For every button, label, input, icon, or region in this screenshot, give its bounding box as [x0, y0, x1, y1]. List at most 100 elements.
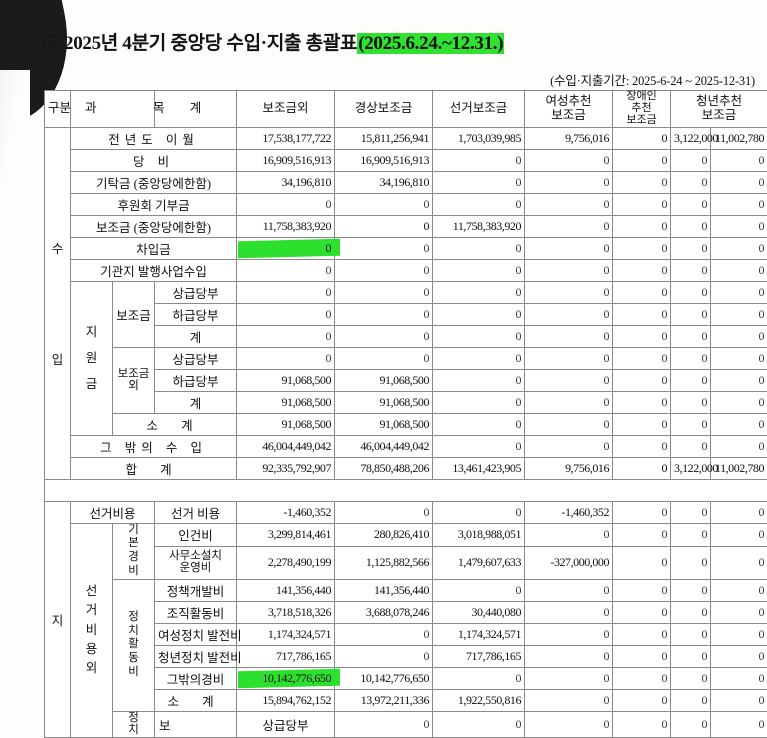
row-label: 기관지 발행사업수입 — [71, 259, 237, 281]
cell-youth-subsidy: 0 — [711, 523, 767, 546]
cell-regular-subsidy: 0 — [433, 347, 525, 369]
header-category-item: 과 목 — [71, 91, 155, 128]
cell-women-subsidy: 0 — [613, 601, 671, 623]
cell-non-subsidy: 91,068,500 — [335, 391, 433, 413]
row-label: 전년도 이월 — [71, 127, 237, 149]
header-non-subsidy: 보조금외 — [237, 91, 335, 128]
row-label-subtotal: 소 계 — [155, 689, 237, 711]
header-item: 목 — [153, 102, 165, 116]
cell-women-subsidy: 0 — [613, 237, 671, 259]
cell-total: 0 — [237, 347, 335, 369]
cell-election-subsidy: 0 — [525, 623, 613, 645]
cell-non-subsidy: 13,972,211,336 — [335, 689, 433, 711]
cell-total: 11,758,383,920 — [237, 215, 335, 237]
table-row: 보조금 (중앙당에한함) 11,758,383,920 0 11,758,383… — [45, 215, 767, 237]
cell-youth-subsidy: 0 — [711, 601, 767, 623]
cell-regular-subsidy: 0 — [433, 391, 525, 413]
row-label: 여성정치 발전비 — [155, 623, 237, 645]
cell-regular-subsidy: 1,174,324,571 — [433, 623, 525, 645]
cell-regular-subsidy: 13,461,423,905 — [433, 457, 525, 479]
cell-non-subsidy: 0 — [335, 501, 433, 523]
cell-total: 91,068,500 — [237, 391, 335, 413]
cell-election-subsidy: 0 — [525, 325, 613, 347]
cell-youth-subsidy: 0 — [711, 645, 767, 667]
cell-disabled-subsidy: 0 — [671, 645, 711, 667]
section-label-income: 수 입 — [45, 127, 71, 479]
row-label: 계 — [155, 391, 237, 413]
cell-regular-subsidy: 0 — [433, 171, 525, 193]
cell-non-subsidy: 34,196,810 — [335, 171, 433, 193]
cell-women-subsidy: 0 — [613, 457, 671, 479]
cell-election-subsidy: 0 — [613, 711, 671, 737]
cell-disabled-subsidy: 0 — [711, 711, 767, 737]
cell-women-subsidy: 0 — [613, 413, 671, 435]
cell-total: 92,335,792,907 — [237, 457, 335, 479]
cell-disabled-subsidy: 0 — [671, 667, 711, 689]
row-label: 상급당부 — [155, 281, 237, 303]
cell-regular-subsidy: 30,440,080 — [433, 601, 525, 623]
page-edge-gradient — [0, 70, 30, 190]
cell-youth-subsidy: 0 — [711, 303, 767, 325]
cell-election-subsidy: -1,460,352 — [525, 501, 613, 523]
page-title: 2025년 4분기 중앙당 수입·지출 총괄표(2025.6.24.~12.31… — [44, 28, 504, 55]
cell-regular-subsidy: 0 — [433, 149, 525, 171]
period-note: (수입·지출기간: 2025-6-24 ~ 2025-12-31) — [550, 70, 755, 89]
cell-election-subsidy: 0 — [525, 601, 613, 623]
cell-women-subsidy: 0 — [613, 281, 671, 303]
cell-youth-subsidy: 0 — [711, 501, 767, 523]
cell-regular-subsidy: 0 — [433, 303, 525, 325]
cell-youth-subsidy: 0 — [711, 215, 767, 237]
cell-youth-subsidy: 0 — [711, 237, 767, 259]
cell-regular-subsidy: 0 — [433, 579, 525, 601]
cell-women-subsidy: 0 — [613, 325, 671, 347]
cell-total: 91,068,500 — [237, 413, 335, 435]
table-row: 보조금 외 상급당부 0 0 0 0 0 0 0 — [45, 347, 767, 369]
header-youth-rec-subsidy: 청년추천 보조금 — [671, 91, 767, 128]
cell-total: 15,894,762,152 — [237, 689, 335, 711]
cell-youth-subsidy: 0 — [711, 689, 767, 711]
cell-youth-subsidy: 0 — [711, 259, 767, 281]
row-label: 기탁금 (중앙당에한함) — [71, 171, 237, 193]
cell-regular-subsidy: 0 — [433, 435, 525, 457]
cell-total: 141,356,440 — [237, 579, 335, 601]
header-election-subsidy: 선거보조금 — [433, 91, 525, 128]
row-label: 청년정치 발전비 — [155, 645, 237, 667]
cell-women-subsidy: 0 — [613, 435, 671, 457]
cell-women-subsidy: 0 — [671, 711, 711, 737]
cell-total: 0 — [237, 281, 335, 303]
cell-non-subsidy: 15,811,256,941 — [335, 127, 433, 149]
row-label: 상급당부 — [155, 347, 237, 369]
cell-women-subsidy: 0 — [613, 193, 671, 215]
cell-disabled-subsidy: 0 — [671, 523, 711, 546]
cell-total: 34,196,810 — [237, 171, 335, 193]
cell-election-subsidy: 0 — [525, 149, 613, 171]
group-label-election-cost: 선거비용 — [71, 501, 155, 523]
cell-disabled-subsidy: 0 — [671, 623, 711, 645]
cell-total: 91,068,500 — [237, 369, 335, 391]
row-label: 인건비 — [155, 523, 237, 546]
cell-election-subsidy: 0 — [525, 281, 613, 303]
cell-disabled-subsidy: 0 — [671, 237, 711, 259]
header-total: 계 — [155, 91, 237, 128]
cell-disabled-subsidy: 0 — [671, 435, 711, 457]
cell-non-subsidy: 0 — [335, 347, 433, 369]
cell-non-subsidy: 0 — [335, 259, 433, 281]
cell-non-subsidy: 78,850,488,206 — [335, 457, 433, 479]
row-label: 상급당부 — [237, 711, 335, 737]
cell-total: 3,718,518,326 — [237, 601, 335, 623]
table-row: 후원회 기부금 0 0 0 0 0 0 0 — [45, 193, 767, 215]
cell-regular-subsidy: 1,479,607,633 — [433, 546, 525, 579]
cell-women-subsidy: 0 — [613, 215, 671, 237]
cell-disabled-subsidy: 0 — [671, 369, 711, 391]
cell-women-subsidy: 0 — [613, 303, 671, 325]
cell-election-subsidy: 0 — [525, 347, 613, 369]
cell-women-subsidy: 0 — [613, 546, 671, 579]
header-regular-subsidy: 경상보조금 — [335, 91, 433, 128]
cell-women-subsidy: 0 — [613, 171, 671, 193]
cell-disabled-subsidy: 0 — [671, 601, 711, 623]
title-date-range-highlighted: (2025.6.24.~12.31.) — [357, 33, 504, 54]
cell-non-subsidy: 0 — [335, 303, 433, 325]
cell-regular-subsidy: 1,703,039,985 — [433, 127, 525, 149]
